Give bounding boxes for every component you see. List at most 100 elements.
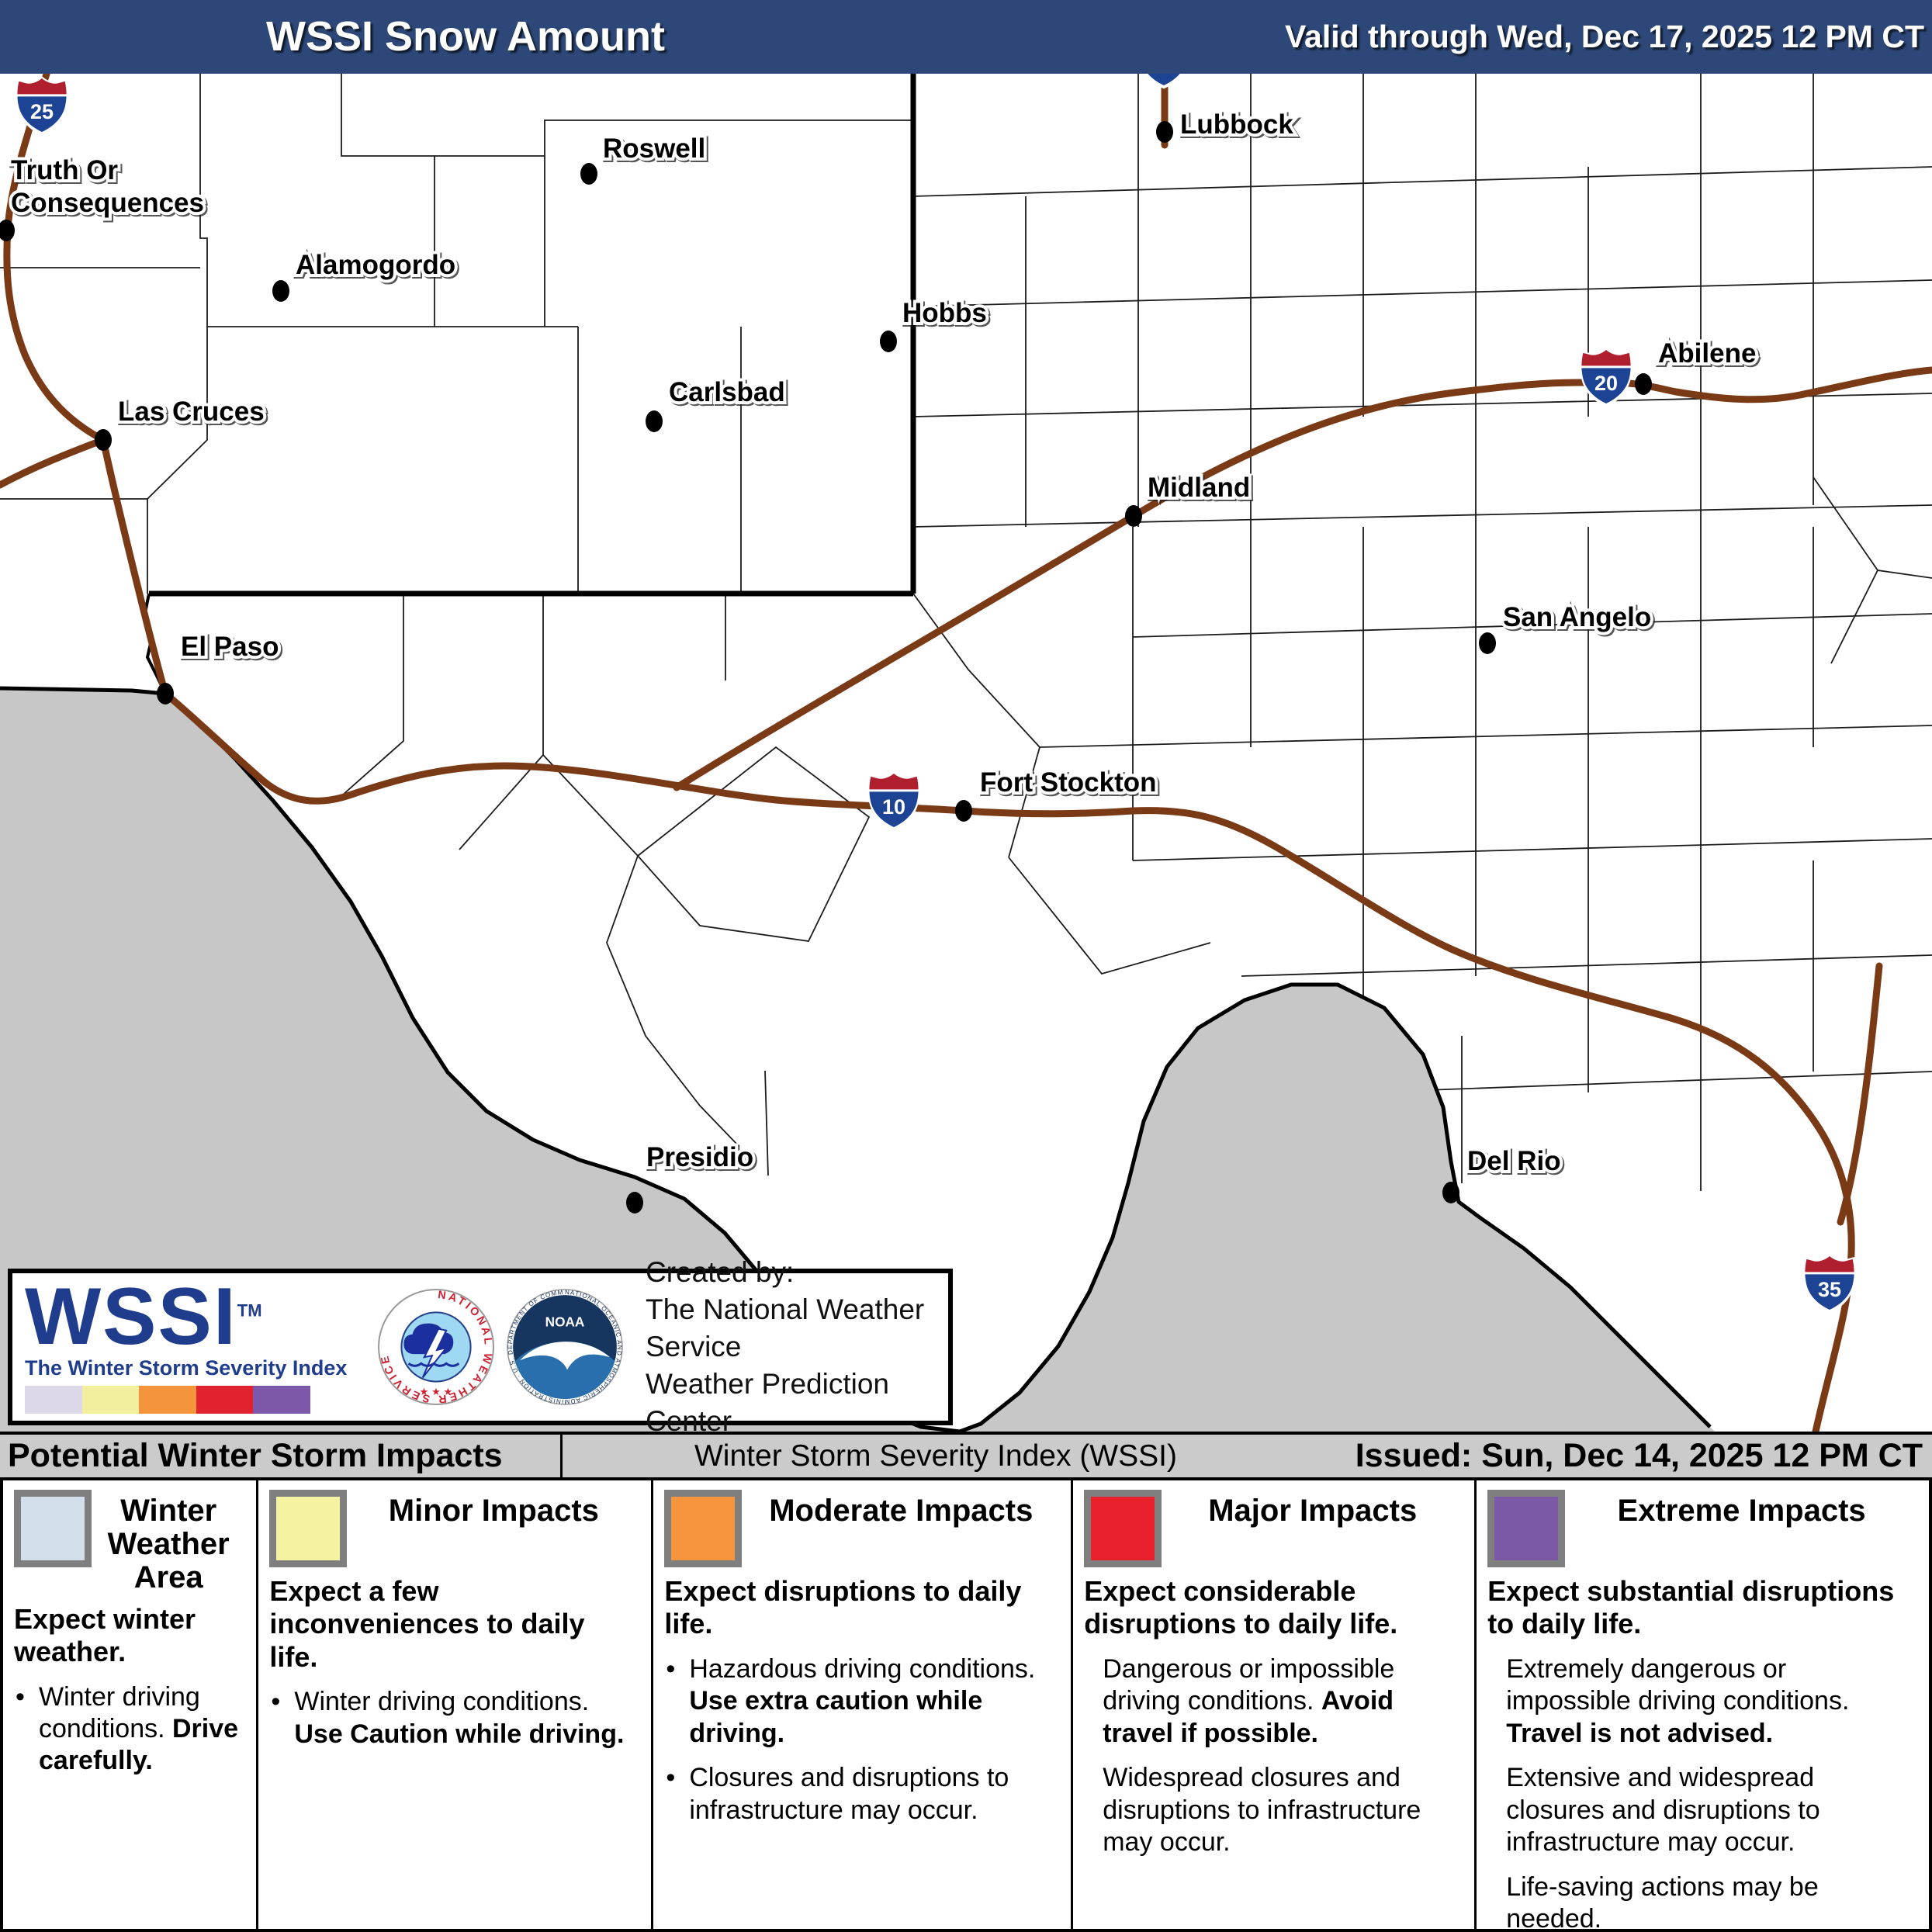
legend-lead-major-impacts: Expect considerable disruptions to daily… [1084,1575,1398,1640]
city-label-las-cruces: Las Cruces [118,396,265,427]
legend-heading-moderate-impacts: Moderate Impacts [769,1494,1034,1528]
legend-item-minor-impacts-0: • Winter driving conditions. Use Caution … [271,1686,640,1750]
header-bar: WSSI Snow Amount Valid through Wed, Dec … [0,0,1932,74]
city-label-midland: Midland [1148,473,1250,503]
legend-item-extreme-impacts-2: •Life-saving actions may be needed. [1506,1871,1819,1932]
legend-item-moderate-impacts-1: • Closures and disruptions to infrastruct… [666,1762,1060,1826]
interstate-20-shield: 20 [1580,348,1633,407]
city-label-abilene: Abilene [1658,338,1756,369]
nws-waves-icon [407,1362,460,1367]
city-label-del-rio: Del Rio [1467,1146,1561,1176]
noaa-wordmark: NOAA [545,1314,585,1330]
impacts-title: Potential Winter Storm Impacts [8,1437,503,1474]
city-label-presidio: Presidio [646,1142,753,1172]
city-label-el-paso: El Paso [181,632,279,662]
legend-item-major-impacts-1: •Widespread closures and disruptions to … [1103,1763,1421,1858]
interstate-number: 20 [1594,372,1618,395]
city-dot-las-cruces [95,429,112,451]
noaa-logo: NATIONAL OCEANIC AND ATMOSPHERIC ADMINIS… [506,1288,623,1405]
legend-swatch-extreme-impacts [1487,1490,1566,1567]
road-i10-west [0,436,107,489]
city-dot-del-rio [1442,1182,1459,1203]
legend-swatch-winter-weather-area [14,1490,92,1567]
city-dot-fort-stockton [955,800,972,822]
city-dot-lubbock [1156,121,1173,143]
city-label-lubbock: Lubbock [1180,109,1293,140]
strip-color-4 [253,1385,310,1414]
city-dot-roswell [580,163,597,185]
city-markers: Truth Or Consequences Roswell Lubbock Alamog… [0,106,1759,1214]
city-label-san-angelo: San Angelo [1503,602,1651,632]
interstate-number: 10 [882,795,905,819]
mexico-region [0,688,1715,1432]
interstate-shields: 25 20 10 35 [16,29,1856,1314]
legend-heading-winter-weather-area: Winter Weather Area [107,1494,230,1595]
nws-stars: ★ ★ ★ [420,1386,453,1397]
wssi-logo-text: WSSITM [25,1272,262,1362]
wssi-index-label: Winter Storm Severity Index (WSSI) [694,1439,1177,1473]
created-by-line1: Created by: [646,1255,795,1288]
city-label-carlsbad: Carlsbad [669,377,785,407]
city-dot-el-paso [157,683,174,705]
legend-column-winter-weather-area: Winter Weather Area Expect winter weather… [3,1480,259,1929]
legend-swatch-major-impacts [1084,1490,1162,1567]
city-dot-truth-or-consequences [0,220,15,241]
city-dot-presidio [626,1192,643,1214]
road-i10-lascruces-elpaso [99,436,169,698]
wssi-tagline: The Winter Storm Severity Index [25,1356,348,1380]
impacts-title-bar: Potential Winter Storm Impacts Winter St… [0,1432,1932,1480]
bullet-icon: • [271,1687,281,1717]
legend-item-moderate-impacts-0: • Hazardous driving conditions. Use extra… [666,1653,1060,1750]
noaa-sea-icon [514,1342,616,1399]
city-dot-midland [1125,505,1142,527]
wssi-logo: WSSITM The Winter Storm Severity Index [25,1272,366,1414]
wssi-logo-box: WSSITM The Winter Storm Severity Index N… [8,1256,953,1437]
city-label-truth-or-consequences: Truth Or Consequences [11,155,204,218]
interstate-number: 25 [30,100,54,123]
legend-lead-moderate-impacts: Expect disruptions to daily life. [664,1575,1022,1640]
city-label-alamogordo: Alamogordo [296,250,455,280]
legend-heading-minor-impacts: Minor Impacts [388,1494,599,1528]
legend-heading-major-impacts: Major Impacts [1208,1494,1418,1528]
map-area: 25 20 10 35 Truth Or Consequences Roswell Lubb… [0,29,1932,1435]
legend-item-major-impacts-0: •Dangerous or impossible driving conditi… [1103,1653,1395,1748]
legend-item-extreme-impacts-1: •Extensive and widespread closures and d… [1506,1763,1820,1858]
road-i10-east [161,690,1855,1435]
trademark: TM [237,1300,262,1321]
legend-column-minor-impacts: Minor Impacts Expect a few inconveniences… [258,1480,654,1929]
legend-lead-extreme-impacts: Expect substantial disruptions to daily … [1487,1575,1895,1640]
page-title: WSSI Snow Amount [266,13,665,60]
city-dot-hobbs [880,331,897,352]
road-i25 [3,65,107,444]
legend-column-moderate-impacts: Moderate Impacts Expect disruptions to da… [653,1480,1074,1929]
bullet-icon: • [16,1681,25,1712]
city-dot-abilene [1635,373,1652,395]
city-dot-san-angelo [1479,632,1496,654]
issued-text: Issued: Sun, Dec 14, 2025 12 PM CT [1355,1437,1923,1474]
legend-item-extreme-impacts-0: •Extremely dangerous or impossible drivi… [1506,1653,1850,1748]
road-i35-north [1837,962,1883,1226]
road-i20 [673,366,1932,791]
city-label-fort-stockton: Fort Stockton [980,767,1156,798]
interstate-number: 35 [1818,1278,1841,1301]
city-label-roswell: Roswell [603,133,705,164]
valid-through-text: Valid through Wed, Dec 17, 2025 12 PM CT [1284,19,1924,54]
bullet-icon: • [666,1763,676,1793]
strip-color-2 [139,1385,196,1414]
interstate-highways [0,62,1932,1435]
strip-color-0 [25,1385,82,1414]
legend-swatch-minor-impacts [269,1490,348,1567]
bullet-icon: • [666,1653,676,1684]
legend-heading-extreme-impacts: Extreme Impacts [1617,1494,1866,1528]
legend-column-extreme-impacts: Extreme Impacts Expect substantial disrup… [1477,1480,1929,1932]
bar-divider [560,1435,563,1477]
city-label-hobbs: Hobbs [902,298,987,328]
city-dot-carlsbad [646,410,663,432]
map-canvas: 25 20 10 35 Truth Or Consequences Roswell Lubb… [0,29,1932,1435]
interstate-25-shield: 25 [16,76,68,136]
strip-color-1 [81,1385,140,1414]
city-dot-alamogordo [272,280,289,302]
legend-item-winter-weather-area-0: • Winter driving conditions. Drive carefu… [16,1681,245,1778]
legend-swatch-moderate-impacts [664,1490,743,1567]
